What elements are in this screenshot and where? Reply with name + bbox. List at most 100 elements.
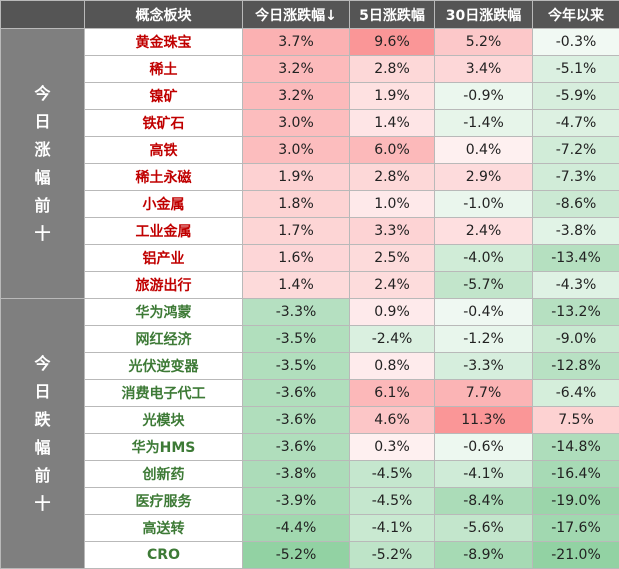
- sector-name-cell[interactable]: 黄金珠宝: [85, 29, 243, 56]
- 30day-change-cell: 7.7%: [435, 380, 533, 407]
- 30day-change-cell: -4.0%: [435, 245, 533, 272]
- 5day-change-cell: 9.6%: [350, 29, 435, 56]
- table-row: 高送转-4.4%-4.1%-5.6%-17.6%: [1, 515, 619, 542]
- sector-name-cell[interactable]: 光模块: [85, 407, 243, 434]
- table-row: 今日跌幅前十华为鸿蒙-3.3%0.9%-0.4%-13.2%: [1, 299, 619, 326]
- group-label-top-gainers: 今日涨幅前十: [1, 29, 85, 299]
- ytd-change-cell: -13.4%: [533, 245, 619, 272]
- today-change-cell: 1.6%: [243, 245, 350, 272]
- today-change-cell: 3.2%: [243, 83, 350, 110]
- 30day-change-cell: -1.4%: [435, 110, 533, 137]
- table-row: CRO-5.2%-5.2%-8.9%-21.0%: [1, 542, 619, 569]
- 30day-change-cell: 0.4%: [435, 137, 533, 164]
- table-row: 创新药-3.8%-4.5%-4.1%-16.4%: [1, 461, 619, 488]
- header-ytd-change[interactable]: 今年以来: [533, 1, 619, 29]
- sector-name-cell[interactable]: CRO: [85, 542, 243, 569]
- group-label-text: 今日跌幅前十: [35, 350, 51, 518]
- 5day-change-cell: -4.5%: [350, 461, 435, 488]
- ytd-change-cell: -13.2%: [533, 299, 619, 326]
- 5day-change-cell: 6.0%: [350, 137, 435, 164]
- 5day-change-cell: 2.4%: [350, 272, 435, 299]
- 5day-change-cell: -5.2%: [350, 542, 435, 569]
- group-label-top-losers: 今日跌幅前十: [1, 299, 85, 569]
- today-change-cell: 1.4%: [243, 272, 350, 299]
- today-change-cell: -3.8%: [243, 461, 350, 488]
- today-change-cell: -4.4%: [243, 515, 350, 542]
- 30day-change-cell: 3.4%: [435, 56, 533, 83]
- ytd-change-cell: -17.6%: [533, 515, 619, 542]
- 5day-change-cell: 1.9%: [350, 83, 435, 110]
- today-change-cell: -5.2%: [243, 542, 350, 569]
- 5day-change-cell: -4.1%: [350, 515, 435, 542]
- ytd-change-cell: -9.0%: [533, 326, 619, 353]
- sector-name-cell[interactable]: 医疗服务: [85, 488, 243, 515]
- ytd-change-cell: -4.3%: [533, 272, 619, 299]
- 30day-change-cell: -0.4%: [435, 299, 533, 326]
- sector-name-cell[interactable]: 创新药: [85, 461, 243, 488]
- ytd-change-cell: -0.3%: [533, 29, 619, 56]
- ytd-change-cell: -5.1%: [533, 56, 619, 83]
- 5day-change-cell: 0.8%: [350, 353, 435, 380]
- 5day-change-cell: -2.4%: [350, 326, 435, 353]
- sector-name-cell[interactable]: 工业金属: [85, 218, 243, 245]
- today-change-cell: -3.6%: [243, 407, 350, 434]
- 5day-change-cell: 2.8%: [350, 164, 435, 191]
- today-change-cell: 3.7%: [243, 29, 350, 56]
- sector-name-cell[interactable]: 旅游出行: [85, 272, 243, 299]
- ytd-change-cell: -8.6%: [533, 191, 619, 218]
- 5day-change-cell: 0.9%: [350, 299, 435, 326]
- table-row: 光伏逆变器-3.5%0.8%-3.3%-12.8%: [1, 353, 619, 380]
- today-change-cell: -3.9%: [243, 488, 350, 515]
- ytd-change-cell: -3.8%: [533, 218, 619, 245]
- ytd-change-cell: -6.4%: [533, 380, 619, 407]
- ytd-change-cell: -12.8%: [533, 353, 619, 380]
- ytd-change-cell: -19.0%: [533, 488, 619, 515]
- header-sector[interactable]: 概念板块: [85, 1, 243, 29]
- sector-name-cell[interactable]: 网红经济: [85, 326, 243, 353]
- ytd-change-cell: -14.8%: [533, 434, 619, 461]
- sector-name-cell[interactable]: 铝产业: [85, 245, 243, 272]
- today-change-cell: -3.5%: [243, 353, 350, 380]
- sector-name-cell[interactable]: 稀土: [85, 56, 243, 83]
- today-change-cell: 1.8%: [243, 191, 350, 218]
- header-30day-change[interactable]: 30日涨跌幅: [435, 1, 533, 29]
- sector-name-cell[interactable]: 高送转: [85, 515, 243, 542]
- 30day-change-cell: -1.2%: [435, 326, 533, 353]
- sector-name-cell[interactable]: 铁矿石: [85, 110, 243, 137]
- 5day-change-cell: 2.5%: [350, 245, 435, 272]
- sector-name-cell[interactable]: 高铁: [85, 137, 243, 164]
- ytd-change-cell: 7.5%: [533, 407, 619, 434]
- sector-name-cell[interactable]: 华为鸿蒙: [85, 299, 243, 326]
- header-5day-change[interactable]: 5日涨跌幅: [350, 1, 435, 29]
- sector-name-cell[interactable]: 稀土永磁: [85, 164, 243, 191]
- sector-name-cell[interactable]: 镍矿: [85, 83, 243, 110]
- ytd-change-cell: -16.4%: [533, 461, 619, 488]
- sector-name-cell[interactable]: 华为HMS: [85, 434, 243, 461]
- today-change-cell: 3.0%: [243, 110, 350, 137]
- today-change-cell: -3.3%: [243, 299, 350, 326]
- 30day-change-cell: -3.3%: [435, 353, 533, 380]
- 30day-change-cell: 5.2%: [435, 29, 533, 56]
- sector-name-cell[interactable]: 小金属: [85, 191, 243, 218]
- ytd-change-cell: -7.2%: [533, 137, 619, 164]
- table-row: 医疗服务-3.9%-4.5%-8.4%-19.0%: [1, 488, 619, 515]
- table-row: 光模块-3.6%4.6%11.3%7.5%: [1, 407, 619, 434]
- sector-name-cell[interactable]: 光伏逆变器: [85, 353, 243, 380]
- today-change-cell: -3.6%: [243, 434, 350, 461]
- today-change-cell: 3.0%: [243, 137, 350, 164]
- sector-name-cell[interactable]: 消费电子代工: [85, 380, 243, 407]
- 5day-change-cell: 6.1%: [350, 380, 435, 407]
- 5day-change-cell: 1.4%: [350, 110, 435, 137]
- today-change-cell: 1.7%: [243, 218, 350, 245]
- header-today-change-sorted[interactable]: 今日涨跌幅↓: [243, 1, 350, 29]
